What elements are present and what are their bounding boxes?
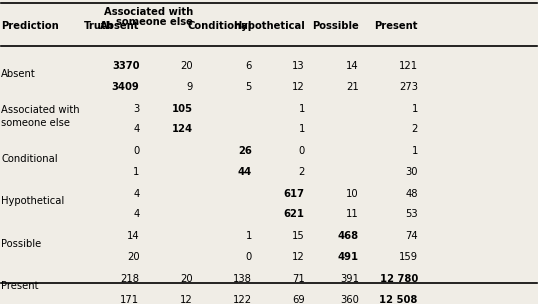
Text: Truth: Truth — [84, 21, 114, 31]
Text: 491: 491 — [338, 252, 359, 262]
Text: 621: 621 — [284, 209, 305, 219]
Text: 5: 5 — [245, 82, 252, 92]
Text: Conditional: Conditional — [188, 21, 252, 31]
Text: 2: 2 — [299, 167, 305, 177]
Text: 3370: 3370 — [112, 61, 139, 71]
Text: 105: 105 — [172, 104, 193, 114]
Text: 20: 20 — [180, 61, 193, 71]
Text: 0: 0 — [246, 252, 252, 262]
Text: 53: 53 — [405, 209, 418, 219]
Text: 15: 15 — [292, 231, 305, 241]
Text: 13: 13 — [292, 61, 305, 71]
Text: 12: 12 — [292, 252, 305, 262]
Text: 4: 4 — [133, 124, 139, 134]
Text: 20: 20 — [180, 274, 193, 284]
Text: 14: 14 — [346, 61, 359, 71]
Text: 617: 617 — [284, 189, 305, 199]
Text: 14: 14 — [127, 231, 139, 241]
Text: 0: 0 — [133, 146, 139, 156]
Text: 30: 30 — [405, 167, 418, 177]
Text: 273: 273 — [399, 82, 418, 92]
Text: 2: 2 — [412, 124, 418, 134]
Text: 1: 1 — [412, 146, 418, 156]
Text: 44: 44 — [238, 167, 252, 177]
Text: 4: 4 — [133, 209, 139, 219]
Text: 360: 360 — [340, 295, 359, 304]
Text: Present: Present — [374, 21, 418, 31]
Text: 11: 11 — [346, 209, 359, 219]
Text: 171: 171 — [121, 295, 139, 304]
Text: 121: 121 — [399, 61, 418, 71]
Text: someone else: someone else — [116, 17, 193, 27]
Text: 12 508: 12 508 — [379, 295, 418, 304]
Text: 26: 26 — [238, 146, 252, 156]
Text: Possible: Possible — [2, 239, 41, 249]
Text: 122: 122 — [233, 295, 252, 304]
Text: 3: 3 — [133, 104, 139, 114]
Text: 0: 0 — [299, 146, 305, 156]
Text: 12 780: 12 780 — [379, 274, 418, 284]
Text: Absent: Absent — [100, 21, 139, 31]
Text: Associated with: Associated with — [104, 7, 193, 17]
Text: Present: Present — [2, 282, 39, 291]
Text: 468: 468 — [338, 231, 359, 241]
Text: 69: 69 — [292, 295, 305, 304]
Text: Associated with
someone else: Associated with someone else — [2, 105, 80, 128]
Text: Conditional: Conditional — [2, 154, 58, 164]
Text: 1: 1 — [299, 124, 305, 134]
Text: Possible: Possible — [312, 21, 359, 31]
Text: 138: 138 — [233, 274, 252, 284]
Text: 391: 391 — [340, 274, 359, 284]
Text: 9: 9 — [187, 82, 193, 92]
Text: 6: 6 — [245, 61, 252, 71]
Text: 10: 10 — [346, 189, 359, 199]
Text: 4: 4 — [133, 189, 139, 199]
Text: 71: 71 — [292, 274, 305, 284]
Text: 1: 1 — [412, 104, 418, 114]
Text: 1: 1 — [299, 104, 305, 114]
Text: 159: 159 — [399, 252, 418, 262]
Text: 218: 218 — [121, 274, 139, 284]
Text: 48: 48 — [405, 189, 418, 199]
Text: 3409: 3409 — [112, 82, 139, 92]
Text: 21: 21 — [346, 82, 359, 92]
Text: 74: 74 — [405, 231, 418, 241]
Text: 124: 124 — [172, 124, 193, 134]
Text: Hypothetical: Hypothetical — [233, 21, 305, 31]
Text: 12: 12 — [180, 295, 193, 304]
Text: 1: 1 — [245, 231, 252, 241]
Text: 20: 20 — [127, 252, 139, 262]
Text: 1: 1 — [133, 167, 139, 177]
Text: Absent: Absent — [2, 69, 36, 78]
Text: Hypothetical: Hypothetical — [2, 196, 65, 206]
Text: Prediction: Prediction — [2, 21, 59, 31]
Text: 12: 12 — [292, 82, 305, 92]
